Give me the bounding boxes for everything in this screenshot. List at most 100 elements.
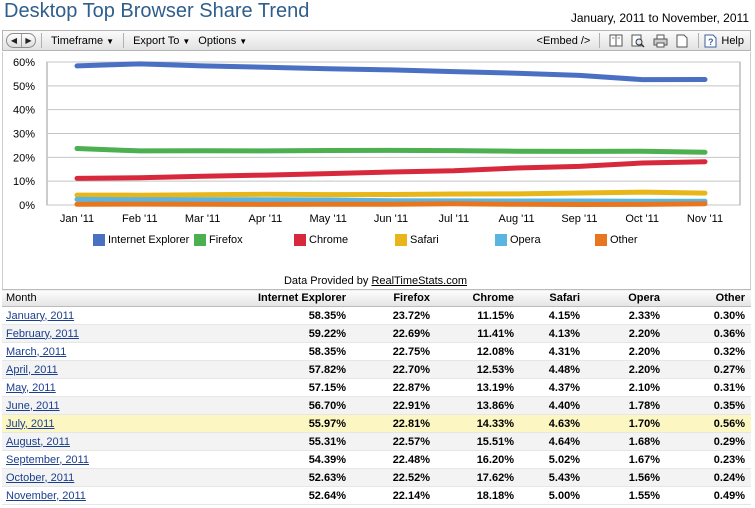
legend-label: Other [610, 234, 638, 246]
month-cell: October, 2011 [2, 468, 152, 487]
share-cell: 0.30% [666, 306, 751, 325]
forward-arrow-icon[interactable]: ▶ [21, 34, 35, 47]
share-cell: 59.22% [152, 324, 352, 343]
share-cell: 22.48% [352, 450, 436, 469]
share-cell: 4.48% [520, 360, 586, 379]
month-cell: May, 2011 [2, 378, 152, 397]
month-link[interactable]: April, 2011 [6, 363, 58, 376]
page-icon[interactable] [674, 33, 690, 48]
month-link[interactable]: October, 2011 [6, 471, 75, 484]
legend-item-firefox[interactable]: Firefox [194, 234, 243, 246]
print-preview-icon[interactable] [630, 33, 646, 48]
month-cell: February, 2011 [2, 324, 152, 343]
column-header[interactable]: Other [666, 289, 751, 307]
nav-buttons: ◀ ▶ [6, 33, 36, 48]
column-header[interactable]: Opera [586, 289, 666, 307]
help-button[interactable]: ? Help [704, 34, 744, 48]
share-cell: 13.86% [436, 396, 520, 415]
share-cell: 0.31% [666, 378, 751, 397]
toolbar-divider [698, 33, 700, 48]
help-icon: ? [704, 34, 717, 47]
legend-item-opera[interactable]: Opera [495, 234, 541, 246]
export-menu[interactable]: Export To ▼ [129, 35, 194, 47]
legend-item-chrome[interactable]: Chrome [294, 234, 348, 246]
share-cell: 16.20% [436, 450, 520, 469]
options-menu[interactable]: Options ▼ [194, 35, 251, 47]
month-link[interactable]: May, 2011 [6, 381, 56, 394]
column-header[interactable]: Firefox [352, 289, 436, 307]
table-row: January, 2011 58.35% 23.72% 11.15% 4.15% 2.33… [2, 306, 751, 325]
column-header[interactable]: Internet Explorer [152, 289, 352, 307]
chevron-down-icon: ▼ [239, 36, 248, 46]
month-cell: April, 2011 [2, 360, 152, 379]
month-link[interactable]: June, 2011 [6, 399, 60, 412]
printer-icon[interactable] [652, 33, 668, 48]
month-cell: July, 2011 [2, 414, 152, 433]
legend-swatch [495, 234, 507, 246]
month-cell: June, 2011 [2, 396, 152, 415]
legend-item-internet-explorer[interactable]: Internet Explorer [93, 234, 189, 246]
share-cell: 57.82% [152, 360, 352, 379]
y-tick-label: 30% [13, 129, 35, 141]
toolbar-right: <Embed /> ? Help [533, 33, 750, 48]
x-tick-label: Jun '11 [374, 213, 408, 225]
share-cell: 5.43% [520, 468, 586, 487]
share-cell: 17.62% [436, 468, 520, 487]
legend-swatch [194, 234, 206, 246]
legend-item-other[interactable]: Other [595, 234, 638, 246]
column-header[interactable]: Chrome [436, 289, 520, 307]
column-header[interactable]: Month [2, 289, 152, 307]
share-cell: 52.64% [152, 486, 352, 505]
month-link[interactable]: August, 2011 [6, 435, 71, 448]
table-row: February, 2011 59.22% 22.69% 11.41% 4.13% 2.2… [2, 324, 751, 343]
share-cell: 22.81% [352, 414, 436, 433]
share-cell: 15.51% [436, 432, 520, 451]
share-cell: 0.29% [666, 432, 751, 451]
month-cell: August, 2011 [2, 432, 152, 451]
x-tick-label: Aug '11 [499, 213, 535, 225]
x-tick-label: May '11 [310, 213, 347, 225]
back-arrow-icon[interactable]: ◀ [10, 36, 18, 45]
chevron-down-icon: ▼ [106, 36, 115, 46]
options-label: Options [198, 34, 237, 47]
data-credit: Data Provided by RealTimeStats.com [0, 275, 751, 287]
table-row: July, 2011 55.97% 22.81% 14.33% 4.63% 1.70% 0.… [2, 414, 751, 433]
month-link[interactable]: February, 2011 [6, 327, 79, 340]
month-cell: January, 2011 [2, 306, 152, 325]
x-tick-label: Oct '11 [625, 213, 659, 225]
month-link[interactable]: January, 2011 [6, 309, 75, 322]
timeframe-menu[interactable]: Timeframe ▼ [47, 35, 118, 47]
month-link[interactable]: November, 2011 [6, 489, 86, 502]
toolbar-divider [123, 33, 125, 48]
data-credit-prefix: Data Provided by [283, 275, 369, 287]
share-cell: 4.40% [520, 396, 586, 415]
share-cell: 55.31% [152, 432, 352, 451]
month-link[interactable]: March, 2011 [6, 345, 67, 358]
share-cell: 1.67% [586, 450, 666, 469]
embed-button[interactable]: <Embed /> [536, 34, 591, 47]
share-cell: 0.32% [666, 342, 751, 361]
table-row: August, 2011 55.31% 22.57% 15.51% 4.64% 1.68%… [2, 432, 751, 451]
legend-item-safari[interactable]: Safari [395, 234, 439, 246]
share-cell: 22.69% [352, 324, 436, 343]
share-cell: 57.15% [152, 378, 352, 397]
share-cell: 12.08% [436, 342, 520, 361]
month-link[interactable]: July, 2011 [6, 417, 55, 430]
share-cell: 23.72% [352, 306, 436, 325]
svg-text:?: ? [708, 37, 714, 47]
x-tick-label: Apr '11 [249, 213, 283, 225]
share-cell: 22.70% [352, 360, 436, 379]
realtimestats-link[interactable]: RealTimeStats.com [371, 275, 467, 287]
legend-label: Internet Explorer [108, 234, 190, 246]
share-cell: 0.23% [666, 450, 751, 469]
share-cell: 13.19% [436, 378, 520, 397]
book-icon[interactable] [608, 33, 624, 48]
share-cell: 0.36% [666, 324, 751, 343]
share-cell: 14.33% [436, 414, 520, 433]
share-cell: 0.27% [666, 360, 751, 379]
share-cell: 1.55% [586, 486, 666, 505]
column-header[interactable]: Safari [520, 289, 586, 307]
legend-label: Firefox [209, 234, 243, 246]
month-cell: September, 2011 [2, 450, 152, 469]
month-link[interactable]: September, 2011 [6, 453, 89, 466]
